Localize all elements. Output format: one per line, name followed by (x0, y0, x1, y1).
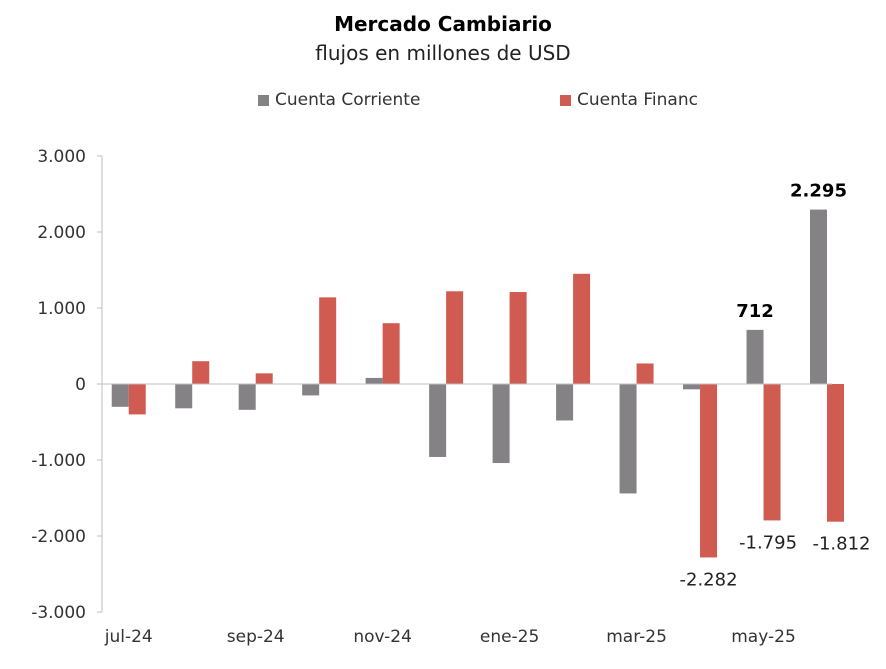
y-tick-label: 1.000 (37, 299, 86, 319)
y-tick-label: 0 (75, 375, 86, 395)
legend-item-cuenta-financ: Cuenta Financ (560, 90, 698, 110)
bar-cuenta-financ-nov-24 (382, 323, 400, 384)
chart-subtitle: flujos en millones de USD (315, 41, 571, 65)
bar-cuenta-corriente-sep-24 (238, 384, 256, 410)
bar-cuenta-financ-ago-24 (192, 361, 210, 384)
data-label: 2.295 (790, 181, 847, 202)
bar-cuenta-financ-dic-24 (446, 291, 464, 384)
data-label: 712 (736, 301, 774, 322)
bar-cuenta-financ-abr-25 (700, 384, 718, 558)
data-label: -1.795 (739, 532, 797, 553)
bar-cuenta-corriente-mar-25 (619, 384, 637, 494)
x-tick-label: nov-24 (353, 627, 412, 647)
y-tick-label: 2.000 (37, 223, 86, 243)
bar-cuenta-corriente-oct-24 (302, 384, 320, 396)
bar-cuenta-financ-jun-25 (827, 384, 844, 522)
bar-cuenta-financ-ene-25 (509, 292, 527, 384)
bar-cuenta-corriente-dic-24 (429, 384, 447, 457)
data-label: -2.282 (680, 569, 738, 590)
data-label: -1.812 (812, 534, 870, 555)
y-tick-label: -1.000 (31, 451, 86, 471)
bar-cuenta-corriente-may-25 (746, 329, 764, 384)
bar-cuenta-corriente-feb-25 (556, 384, 574, 421)
bar-cuenta-financ-jul-24 (128, 384, 146, 415)
legend-swatch-cuenta-corriente (258, 94, 269, 106)
legend-item-cuenta-corriente: Cuenta Corriente (258, 90, 420, 110)
bar-cuenta-corriente-abr-25 (683, 384, 701, 390)
legend-label-cuenta-corriente: Cuenta Corriente (275, 90, 421, 110)
bar-cuenta-financ-mar-25 (636, 363, 654, 384)
x-tick-label: sep-24 (227, 627, 285, 647)
bar-cuenta-corriente-jul-24 (111, 384, 129, 407)
bar-cuenta-financ-sep-24 (255, 373, 273, 384)
bar-cuenta-corriente-ene-25 (492, 384, 510, 464)
y-tick-label: 3.000 (37, 147, 86, 167)
bar-cuenta-financ-may-25 (763, 384, 781, 521)
bar-cuenta-corriente-nov-24 (365, 377, 383, 384)
chart-title: Mercado Cambiario (334, 12, 552, 36)
y-tick-label: -3.000 (31, 603, 86, 623)
x-tick-label: ene-25 (480, 627, 539, 647)
x-tick-label: may-25 (731, 627, 796, 647)
y-tick-label: -2.000 (31, 527, 86, 547)
x-tick-label: jul-24 (104, 627, 153, 647)
bar-cuenta-financ-oct-24 (319, 297, 337, 384)
legend-label-cuenta-financ: Cuenta Financ (577, 90, 698, 110)
x-tick-label: mar-25 (606, 627, 667, 647)
legend-swatch-cuenta-financ (560, 94, 571, 106)
bar-cuenta-corriente-jun-25 (810, 209, 827, 384)
legend: Cuenta Corriente Cuenta Financ (0, 90, 886, 114)
bar-cuenta-financ-feb-25 (573, 273, 591, 384)
bar-cuenta-corriente-ago-24 (175, 384, 193, 409)
